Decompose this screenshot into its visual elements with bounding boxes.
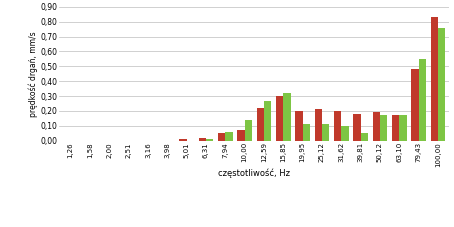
Bar (198, 138, 206, 141)
Bar (419, 59, 426, 141)
Bar (353, 114, 360, 141)
Bar (334, 111, 341, 141)
Bar (276, 96, 283, 141)
Bar (257, 108, 264, 141)
Bar (380, 116, 387, 141)
Bar (315, 109, 322, 141)
Bar (399, 116, 406, 141)
Bar (264, 101, 271, 141)
Bar (360, 133, 368, 141)
Bar (302, 124, 310, 141)
Bar (295, 111, 302, 141)
Bar (245, 120, 252, 141)
Bar (206, 139, 213, 141)
Bar (411, 69, 419, 141)
Bar (373, 112, 380, 141)
Bar (283, 93, 291, 141)
Bar (341, 126, 349, 141)
Bar (225, 132, 232, 141)
Bar (179, 139, 187, 141)
Y-axis label: prędkość drgań, mm/s: prędkość drgań, mm/s (28, 31, 38, 117)
X-axis label: częstotliwość, Hz: częstotliwość, Hz (218, 168, 290, 178)
Bar (218, 133, 225, 141)
Bar (438, 28, 445, 141)
Bar (392, 116, 399, 141)
Bar (430, 17, 438, 141)
Bar (237, 130, 245, 141)
Bar (322, 124, 329, 141)
